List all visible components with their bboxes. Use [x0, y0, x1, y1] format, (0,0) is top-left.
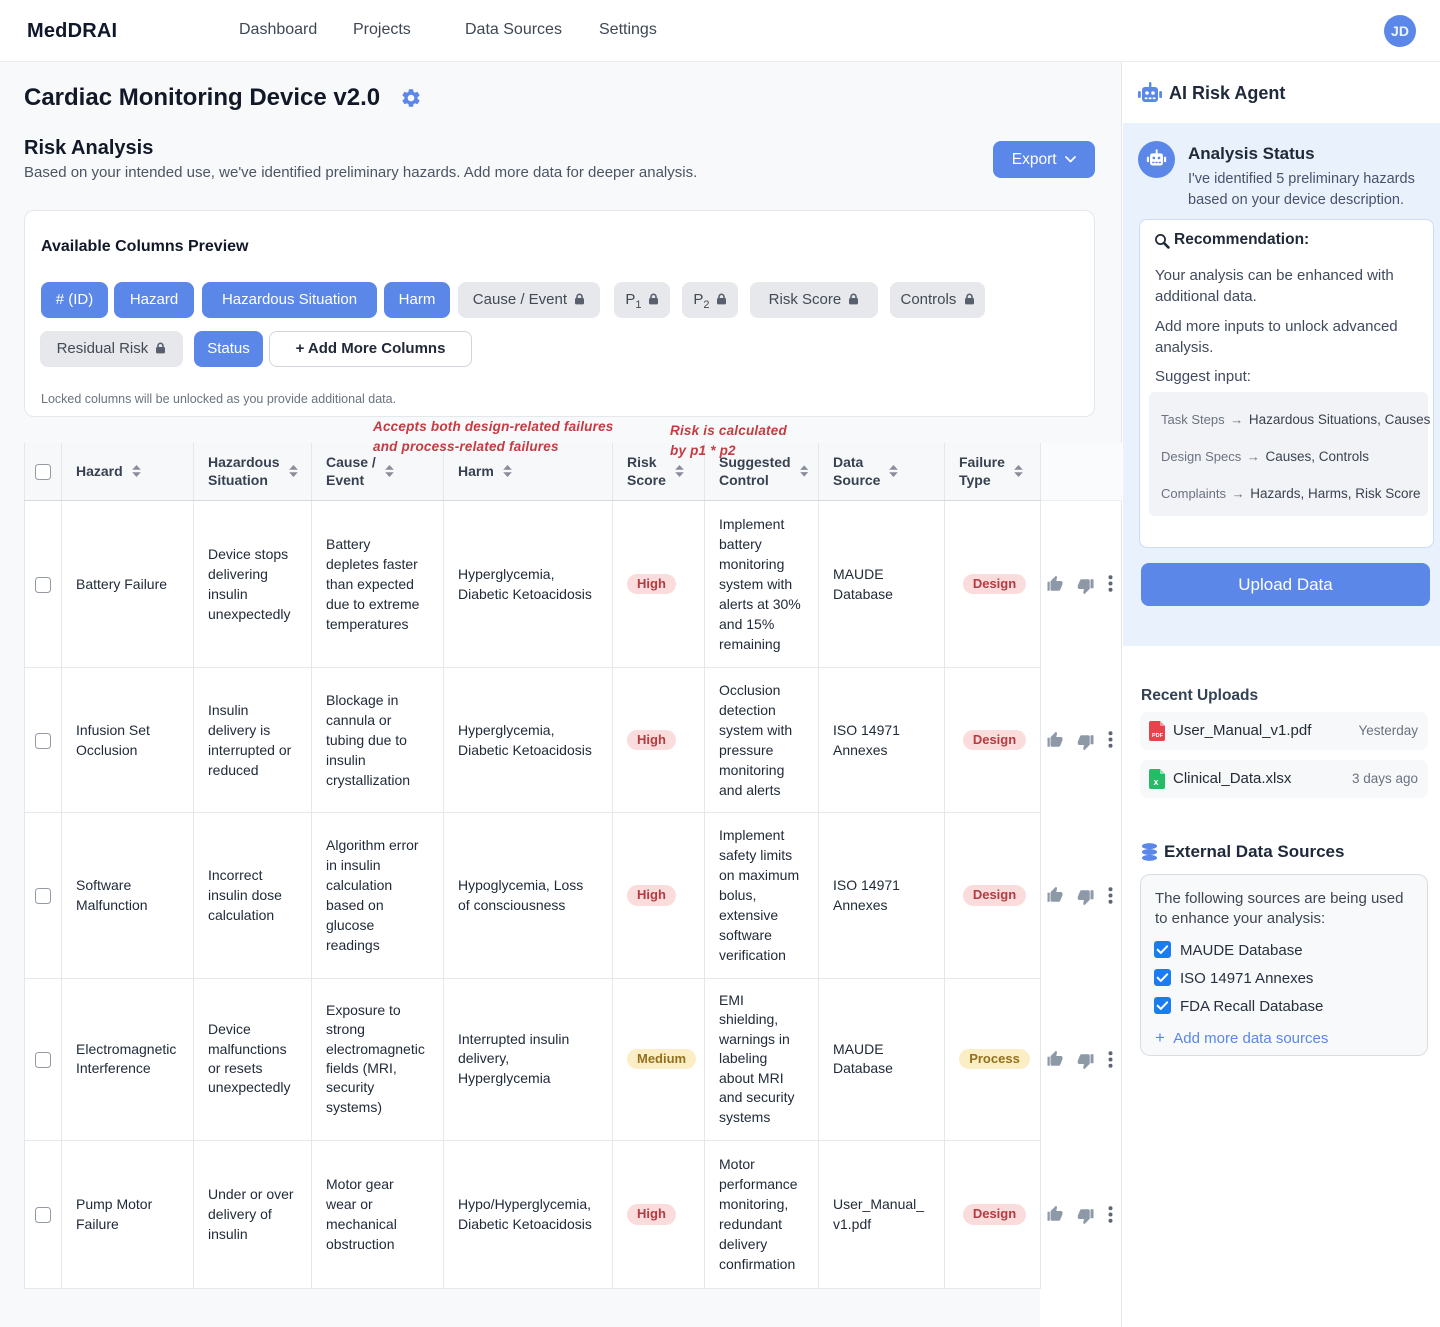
- svg-text:x: x: [1154, 777, 1159, 787]
- svg-text:PDF: PDF: [1152, 733, 1164, 739]
